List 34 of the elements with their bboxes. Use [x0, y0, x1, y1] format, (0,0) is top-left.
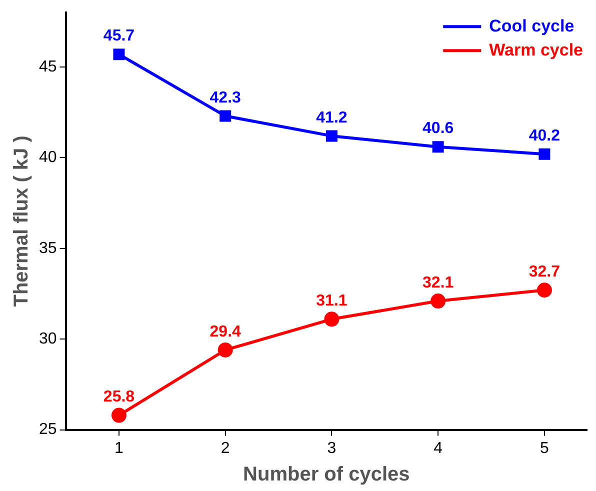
- x-tick-label: 3: [327, 440, 336, 457]
- data-label: 25.8: [103, 388, 135, 406]
- point: [536, 282, 552, 298]
- y-axis-title: Thermal flux ( kJ ): [10, 136, 33, 307]
- x-tick-label: 4: [434, 440, 443, 457]
- data-label: 29.4: [210, 323, 242, 340]
- y-tick-label: 30: [39, 330, 57, 348]
- data-label: 32.1: [422, 274, 454, 292]
- data-label: 41.2: [316, 109, 348, 126]
- x-axis-title: Number of cycles: [243, 464, 410, 486]
- y-tick-label: 25: [39, 421, 57, 438]
- data-label: 45.7: [103, 28, 135, 45]
- y-tick-label: 40: [39, 149, 57, 166]
- point: [218, 342, 233, 358]
- x-tick-label: 1: [114, 440, 124, 457]
- y-tick-label: 45: [39, 58, 57, 76]
- x-tick-label: 2: [220, 440, 230, 457]
- point: [113, 48, 125, 60]
- legend-label: Cool cycle: [489, 16, 574, 36]
- data-label: 31.1: [316, 292, 348, 310]
- point: [432, 141, 444, 153]
- point: [324, 312, 340, 327]
- point: [326, 130, 338, 142]
- data-label: 40.2: [528, 127, 560, 144]
- data-label: 40.6: [422, 120, 454, 138]
- point: [111, 408, 126, 423]
- point: [538, 148, 550, 160]
- point: [430, 294, 446, 309]
- x-tick-label: 5: [540, 440, 549, 457]
- legend-label: Warm cycle: [489, 40, 584, 60]
- data-label: 42.3: [210, 89, 242, 106]
- point: [220, 110, 232, 122]
- y-tick-label: 35: [39, 240, 57, 257]
- data-label: 32.7: [528, 264, 560, 281]
